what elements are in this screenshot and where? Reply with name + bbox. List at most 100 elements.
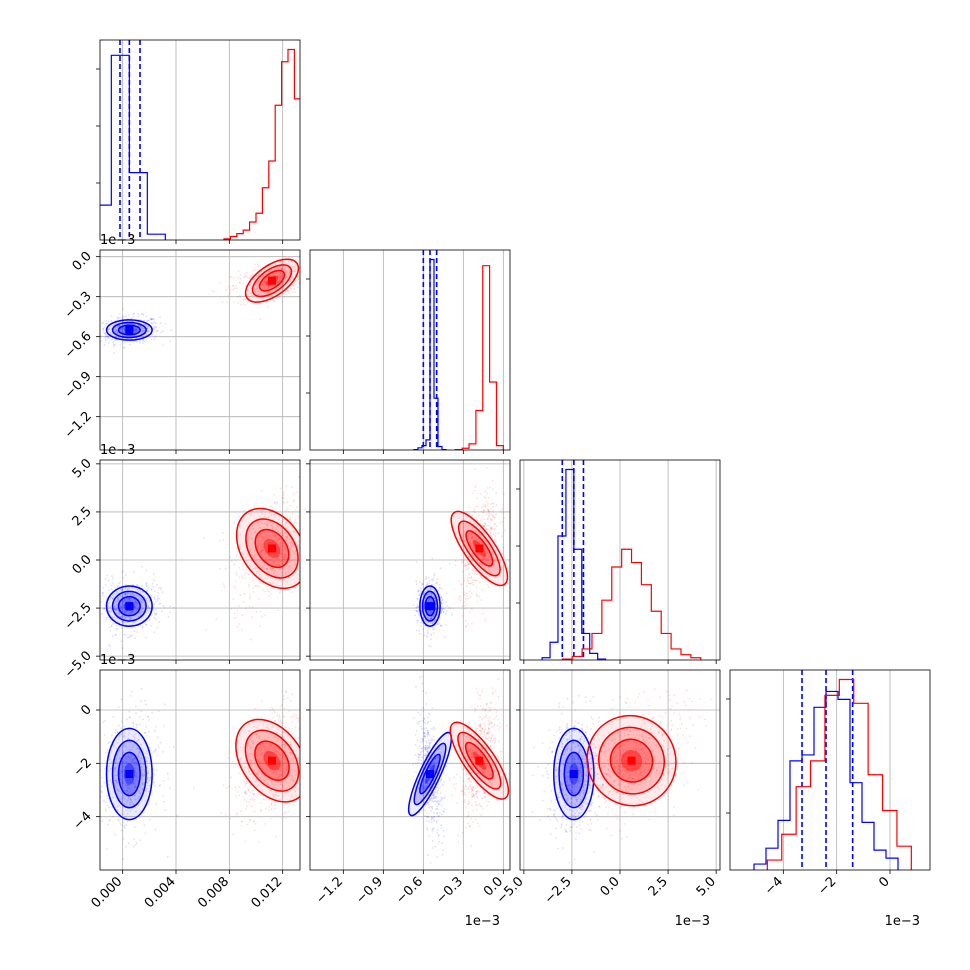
scatter-point <box>254 531 256 534</box>
scatter-point <box>464 593 466 596</box>
y-tick-label: 5.0 <box>70 456 95 481</box>
scatter-point <box>303 796 305 798</box>
scatter-point <box>249 758 251 761</box>
scatter-point <box>438 802 441 805</box>
scatter-point <box>276 558 279 561</box>
scatter-point <box>424 748 427 751</box>
scatter-point <box>415 583 418 585</box>
scatter-point <box>425 797 428 800</box>
scatter-point <box>468 512 471 515</box>
scatter-point <box>233 612 236 615</box>
scatter-point <box>422 707 425 709</box>
scatter-point <box>437 834 440 837</box>
scatter-point <box>312 253 314 255</box>
scatter-point <box>129 798 132 801</box>
scatter-point <box>261 751 264 754</box>
scatter-point <box>435 791 438 794</box>
scatter-point <box>249 752 252 755</box>
y-offset-label: 1e−3 <box>100 653 135 668</box>
scatter-point <box>111 616 114 619</box>
scatter-point <box>474 541 477 544</box>
scatter-point <box>484 617 487 620</box>
scatter-point <box>293 769 296 772</box>
scatter-point <box>120 733 123 736</box>
scatter-point <box>273 804 276 807</box>
scatter-point <box>270 804 273 807</box>
scatter-point <box>483 792 486 794</box>
scatter-point <box>258 841 261 843</box>
scatter-point <box>141 774 143 777</box>
scatter-point <box>286 290 289 293</box>
scatter-point <box>314 279 316 281</box>
scatter-point <box>102 608 105 611</box>
scatter-point <box>253 829 256 832</box>
scatter-point <box>147 757 150 760</box>
scatter-point <box>442 601 445 604</box>
scatter-point <box>490 570 493 573</box>
scatter-point <box>298 497 300 499</box>
scatter-point <box>276 715 279 717</box>
scatter-point <box>284 690 287 693</box>
scatter-point <box>429 805 431 808</box>
scatter-point <box>122 327 125 329</box>
scatter-point <box>493 563 496 566</box>
scatter-point <box>467 506 470 509</box>
scatter-point <box>258 515 261 518</box>
scatter-point <box>420 798 423 801</box>
scatter-point <box>222 539 225 542</box>
scatter-point <box>476 600 479 603</box>
scatter-point <box>260 547 263 550</box>
scatter-point <box>135 584 138 586</box>
scatter-point <box>423 735 426 738</box>
scatter-point <box>127 733 130 736</box>
scatter-point <box>121 760 123 763</box>
scatter-point <box>285 726 287 729</box>
scatter-point <box>135 762 138 765</box>
scatter-point <box>265 534 268 537</box>
scatter-point <box>273 268 276 271</box>
scatter-point <box>295 774 297 777</box>
scatter-point <box>86 324 88 326</box>
scatter-point <box>291 549 293 552</box>
scatter-point <box>109 741 111 744</box>
scatter-point <box>274 750 277 753</box>
scatter-point <box>282 735 285 738</box>
scatter-point <box>104 808 107 811</box>
scatter-point <box>283 554 286 557</box>
scatter-point <box>274 793 277 796</box>
scatter-point <box>108 800 111 803</box>
scatter-point <box>487 720 489 722</box>
scatter-point <box>131 323 134 326</box>
scatter-point <box>115 329 118 332</box>
scatter-point <box>121 587 124 590</box>
scatter-point <box>134 798 137 801</box>
scatter-point <box>292 287 295 290</box>
scatter-point <box>272 771 275 773</box>
scatter-point <box>262 778 265 781</box>
scatter-point <box>278 274 281 277</box>
scatter-point <box>128 732 131 734</box>
scatter-point <box>135 747 138 750</box>
scatter-point <box>126 799 129 802</box>
scatter-point <box>107 823 110 826</box>
scatter-point <box>142 591 144 593</box>
scatter-point <box>289 520 292 523</box>
scatter-point <box>239 281 241 284</box>
scatter-point <box>116 742 119 744</box>
scatter-point <box>430 738 433 740</box>
scatter-point <box>115 335 118 338</box>
scatter-point <box>441 784 444 786</box>
scatter-point <box>289 716 292 719</box>
scatter-point <box>430 611 432 614</box>
scatter-point <box>437 833 440 836</box>
scatter-point <box>270 524 273 527</box>
scatter-point <box>489 517 492 520</box>
scatter-point <box>460 554 462 557</box>
scatter-point <box>134 601 137 604</box>
scatter-point <box>255 611 258 613</box>
scatter-point <box>496 755 499 758</box>
scatter-point <box>432 765 435 767</box>
scatter-point <box>483 531 486 534</box>
scatter-point <box>283 548 286 551</box>
